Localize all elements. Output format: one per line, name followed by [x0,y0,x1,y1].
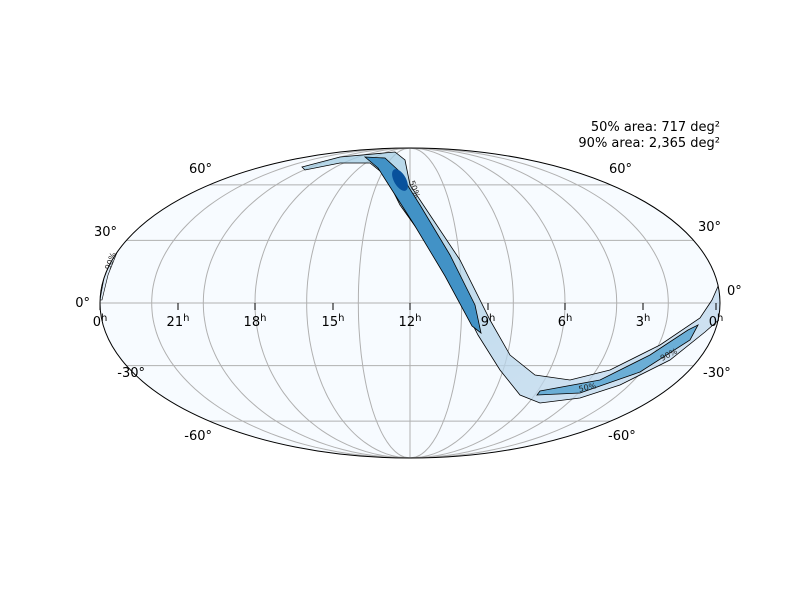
annotation: 50% area: 717 deg² [591,120,720,135]
ra-label: 9h [481,313,496,330]
dec-label: -30° [117,366,145,381]
dec-label: 0° [727,284,742,299]
ra-label: 15h [322,313,345,330]
dec-label: -60° [184,429,212,444]
ra-unit: h [415,313,421,324]
peak [392,169,408,191]
ra-label: 21h [167,313,190,330]
ra-unit: h [338,313,344,324]
ra-unit: h [717,313,723,324]
dec-label: -30° [703,366,731,381]
ra-unit: h [489,313,495,324]
ra-hours: 12 [399,315,416,330]
ra-hours: 15 [322,315,339,330]
ra-hours: 18 [244,315,261,330]
ra-hours: 9 [481,315,489,330]
ra-hours: 3 [636,315,644,330]
dec-label: -60° [608,429,636,444]
annotation: 90% area: 2,365 deg² [578,136,720,151]
ra-unit: h [644,313,650,324]
ra-hours: 21 [167,315,184,330]
ra-label: 12h [399,313,422,330]
ra-unit: h [566,313,572,324]
dec-label: 30° [698,220,721,235]
contour-90 [301,151,720,404]
ra-labels: 0h 21h 18h 15h 12h 9h 6h 3h 0h [93,303,724,330]
ra-unit: h [260,313,266,324]
ra-hours: 6 [558,315,566,330]
ra-label: 0h [709,313,724,330]
ra-label: 6h [558,313,573,330]
contour-label: 50% [578,381,598,394]
ra-label: 18h [244,313,267,330]
ra-label: 3h [636,313,651,330]
ra-hours: 0 [93,315,101,330]
contour-50 [536,324,699,396]
dec-label: 60° [189,162,212,177]
ra-label: 0h [93,313,108,330]
ra-hours: 0 [709,315,717,330]
dec-label: 60° [609,162,632,177]
ra-unit: h [101,313,107,324]
ra-unit: h [183,313,189,324]
probability-map [100,151,720,404]
dec-label: 30° [94,225,117,240]
dec-label: 0° [75,296,90,311]
